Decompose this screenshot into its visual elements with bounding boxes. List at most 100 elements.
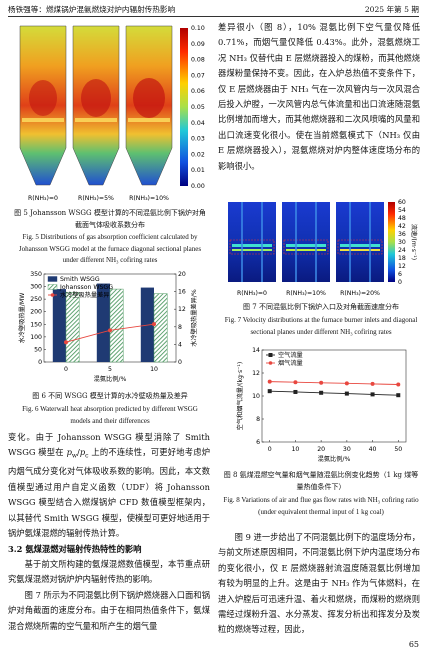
paragraph: 图 7 所示为不同混氨比例下锅炉燃烧器入口面和锅炉对角截面的速度分布。由于在相同… [8,589,210,631]
legend-swatch [47,276,58,282]
point [293,389,298,394]
panel-label: R(NH₃)=10% [286,290,326,297]
fig6-caption-zh: 图 6 不同 WSGG 模型计算的水冷壁吸热量及差异 [32,392,188,400]
point [319,380,324,385]
paragraph: 基于前文所构建的氨煤混燃数值模型，本节重点研究氨煤混燃对锅炉炉内辐射传热的影响。 [8,558,210,585]
section-heading: 3.2 氨煤混燃对辐射传热特性的影响 [8,543,142,554]
y-axis-label: 水冷壁吸热量/MW [18,293,26,344]
panel-label: R(NH₃)=5% [78,195,114,202]
left-text: 变化。由于 Johansson WSGG 模型消除了 Smith WSGG 模型… [8,430,210,634]
bar [96,283,110,362]
figure-5: 0.10 0.09 0.08 0.07 0.06 0.05 0.04 0.03 0.02 0.01… [19,25,205,202]
point [396,393,401,398]
legend-label: Johansson WSGG [59,284,113,291]
legend-marker [268,353,273,357]
fig5-caption-zh: 图 5 Johansson WSGG 模型计算的不同混氨比例下锅炉对角截面气体吸… [14,209,206,229]
velocity-panels [228,202,384,282]
bar [153,293,168,363]
colorbar-tick-label: 30 [398,239,406,246]
x-axis-label: 混氨比例/% [94,375,127,383]
y-tick-label: 300 [30,284,42,291]
x-tick-label: 5 [108,366,112,373]
colorbar-tick-label: 0 [398,279,402,286]
bar [52,289,66,362]
page-number: 65 [408,640,419,649]
x-axis-label: 混氨比例/% [318,455,351,463]
legend-label: 水冷壁吸热量差异 [60,291,110,299]
colorbar-tick-label: 48 [398,215,406,222]
y-tick-label: 6 [256,439,260,446]
fig8-caption-zh: 图 8 氨煤混燃空气量和烟气量随混氨比例变化趋势（1 kg 煤等量热值条件下） [223,471,419,491]
colorbar-label: 流速/(m·s⁻¹) [410,224,418,260]
y-tick-label: 150 [30,321,42,328]
x-tick-label: 10 [291,446,299,453]
point [267,379,272,384]
colorbar-tick-label: 0.07 [191,72,205,79]
y2-axis-label: 水冷壁吸热量差异/% [190,289,198,347]
fig5-caption-en: Fig. 5 Distributions of gas absorption c… [18,233,202,265]
legend-label: 烟气流量 [278,359,303,367]
text-run: 变化。由于 Johansson WSGG 模型消除了 Smith WSGG 模型… [8,432,210,458]
colorbar-tick-label: 0.08 [191,57,205,64]
text-run: p [66,447,72,458]
series-line [269,381,399,385]
y-axis-label: 空气和烟气流量/(kg·s⁻¹) [236,362,244,431]
text-run: w [71,453,78,461]
y-tick-label: 250 [30,296,42,303]
text-run: c [85,453,89,461]
fig6-caption-en: Fig. 6 Waterwall heat absorption predict… [22,405,198,425]
bar [109,288,124,363]
paragraph: 图 9 进一步给出了不同混氨比例下的温度场分布，与前文所述原因相同，不同混氨比例… [218,532,420,635]
colorbar-tick-label: 0.05 [191,104,205,111]
point [344,391,349,396]
colorbar-tick-label: 0.00 [191,183,205,190]
y-tick-label: 0 [38,359,42,366]
header-right: 2025 年第 5 期 [364,5,419,14]
point [396,382,401,387]
y2-tick-label: 4 [178,341,182,348]
text-run: 上的不连续性，可更好地考虑炉内烟气成分变化对气体吸收系数的影响。因此，本文数值模… [8,447,210,539]
point [152,322,156,327]
y2-tick-label: 20 [178,271,186,278]
x-tick-label: 0 [268,446,272,453]
colorbar-tick-label: 0.02 [191,151,205,158]
y-tick-label: 200 [30,309,42,316]
colorbar-tick-label: 60 [398,199,406,206]
panel-label: R(NH₃)=20% [340,290,380,297]
legend-swatch [47,284,58,290]
paragraph: 差异很小（图 8），10% 混氨比例下空气量仅降低 0.71%，而烟气量仅降低 … [218,22,420,171]
y2-tick-label: 0 [178,359,182,366]
point [293,380,298,385]
y-tick-label: 50 [34,346,42,353]
colorbar-tick-label: 0.03 [191,136,205,143]
paragraph: 变化。由于 Johansson WSGG 模型消除了 Smith WSGG 模型… [8,430,210,542]
colorbar-tick-label: 0.04 [191,120,205,127]
y-tick-label: 100 [30,334,42,341]
text-run: / [77,447,80,458]
bar [65,292,80,363]
x-tick-label: 40 [369,446,377,453]
panel-label: R(NH₃)=10% [129,195,169,202]
legend-marker [50,293,55,297]
colorbar [180,28,188,186]
colorbar [388,202,395,282]
panel-label: R(NH₃)=0 [28,195,58,202]
colorbar-tick-label: 24 [398,247,406,254]
colorbar-tick-label: 54 [398,207,406,214]
colorbar-tick-label: 0.01 [191,167,205,174]
point [64,340,68,345]
colorbar-tick-label: 0.06 [191,88,205,95]
header-rule [8,16,419,17]
series-line [269,390,399,396]
colorbar-tick-label: 6 [398,271,402,278]
x-tick-label: 0 [64,366,68,373]
y2-tick-label: 12 [178,306,186,313]
point [344,381,349,386]
point [370,381,375,386]
header-left: 杨铁强等：燃煤锅炉混氨燃烧对炉内辐射传热影响 [8,5,176,14]
contour-panels [19,25,173,186]
point [370,392,375,397]
fig8-caption-en: Fig. 8 Variations of air and flue gas fl… [223,496,419,516]
